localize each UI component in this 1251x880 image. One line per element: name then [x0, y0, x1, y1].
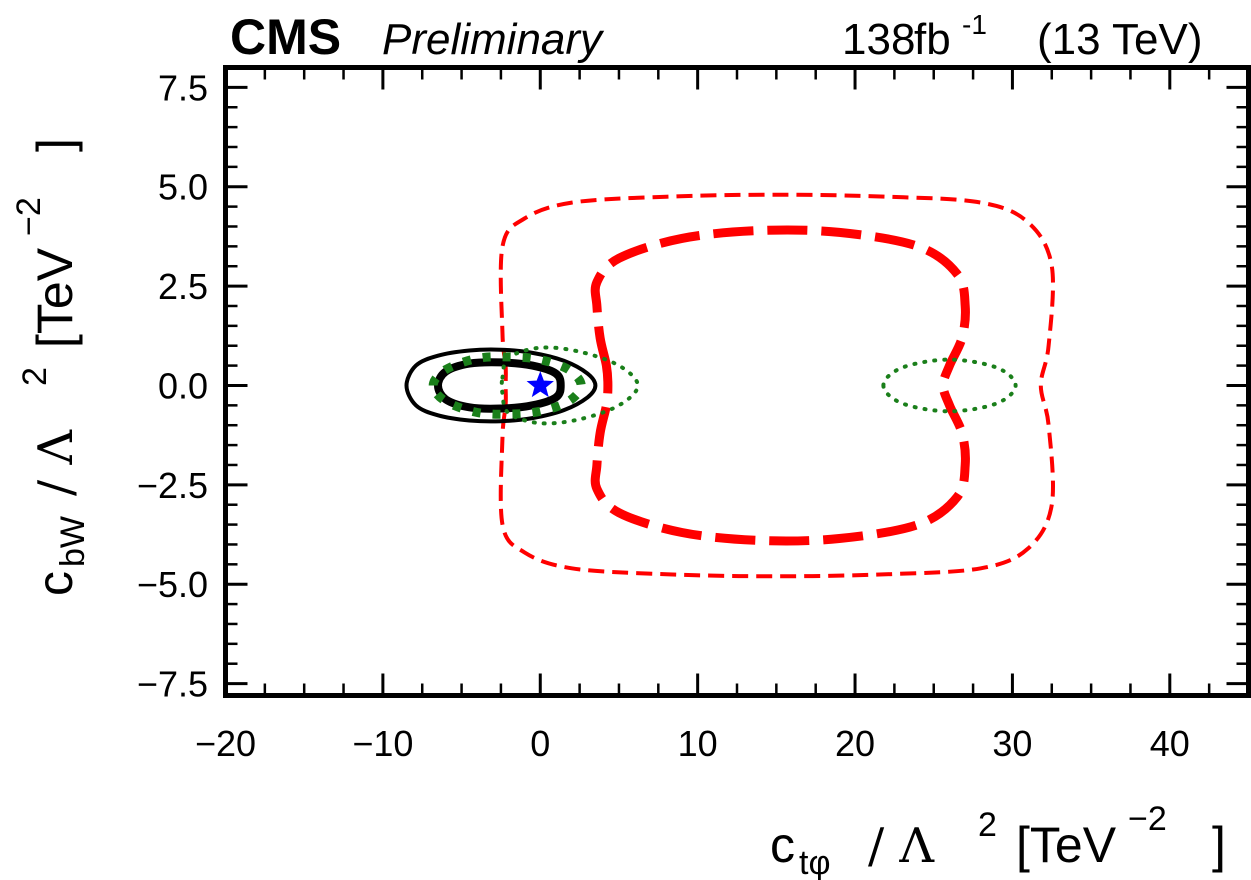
x-tick-label: 20	[835, 723, 875, 764]
x-tick-label: −20	[195, 723, 256, 764]
contour-red-95-region	[498, 192, 1055, 579]
contour-expected-95-cl-left	[499, 345, 640, 426]
y-tick-label: −7.5	[137, 664, 208, 705]
y-label-main: c	[27, 571, 83, 596]
y-label-unit-close: ]	[27, 138, 83, 152]
x-tick-label: 40	[1150, 723, 1190, 764]
plot-area	[223, 65, 1251, 698]
x-axis-label: c tφ / Λ 2 [TeV −2 ]	[770, 800, 1226, 880]
y-axis-label: c bW / Λ 2 [TeV −2 ]	[10, 138, 92, 596]
axis-ticks	[224, 66, 1250, 696]
y-tick-label: 2.5	[158, 266, 208, 307]
y-tick-label: 7.5	[158, 67, 208, 108]
y-label-sub: bW	[54, 516, 92, 567]
y-tick-labels: −7.5 −5.0 −2.5 0.0 2.5 5.0 7.5	[137, 67, 208, 704]
x-tick-label: 10	[678, 723, 718, 764]
x-label-unit-exp: −2	[1128, 800, 1167, 838]
y-tick-label: −5.0	[137, 564, 208, 605]
contour-expected-68-cl	[428, 352, 586, 419]
x-tick-label: 0	[530, 723, 550, 764]
contour-curves	[404, 192, 1055, 579]
y-label-unit-exp: −2	[10, 197, 48, 236]
y-label-unit: [TeV	[27, 247, 83, 348]
contour-expected-95-cl-right	[881, 357, 1018, 414]
lumi-value: 138	[842, 15, 915, 64]
contour-observed-95-cl	[404, 347, 598, 424]
plot-frame	[223, 65, 1251, 698]
x-tick-label: −10	[352, 723, 413, 764]
experiment-label: CMS	[230, 9, 341, 65]
y-label-rest: / Λ	[28, 429, 84, 496]
x-label-exp: 2	[978, 806, 997, 844]
lumi-unit: fb	[914, 15, 951, 64]
y-tick-label: −2.5	[137, 465, 208, 506]
x-label-unit: [TeV	[1016, 817, 1117, 873]
contour-red-68-region	[590, 225, 970, 546]
x-label-sub: tφ	[799, 844, 831, 880]
y-label-exp: 2	[16, 367, 54, 386]
x-tick-labels: −20 −10 0 10 20 30 40	[195, 723, 1190, 764]
y-tick-label: 5.0	[158, 167, 208, 208]
y-tick-label: 0.0	[158, 365, 208, 406]
x-label-rest: / Λ	[868, 818, 935, 874]
best-fit-group	[526, 371, 554, 398]
best-fit-star-marker	[526, 371, 554, 398]
energy-label: (13 TeV)	[1037, 15, 1203, 64]
x-label-unit-close: ]	[1212, 817, 1226, 873]
x-tick-label: 30	[992, 723, 1032, 764]
x-label-main: c	[770, 817, 795, 873]
lumi-exponent: -1	[962, 9, 987, 40]
status-label: Preliminary	[382, 15, 605, 64]
